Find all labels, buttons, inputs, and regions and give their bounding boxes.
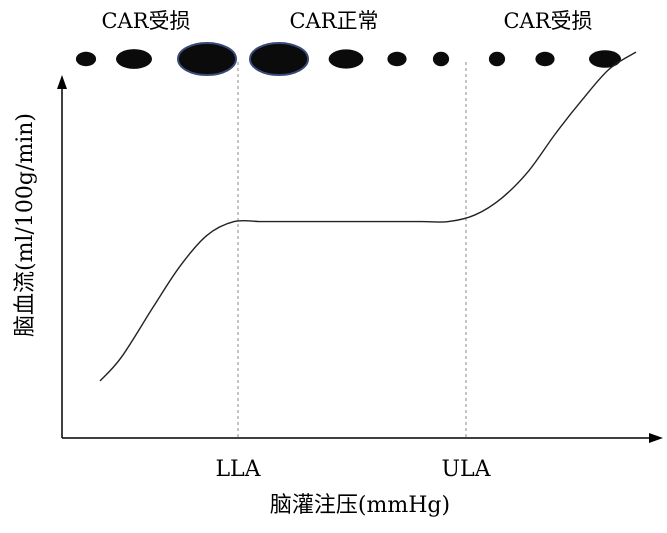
vessel-ellipse [177, 42, 237, 76]
x-axis-arrow [649, 433, 663, 443]
vessel-ellipse [589, 50, 621, 68]
vessel-row [75, 42, 621, 76]
threshold-markers: LLA ULA [215, 62, 492, 482]
curve-layer [99, 51, 637, 382]
vessel-ellipse [488, 51, 506, 67]
marker-label-ula: ULA [441, 457, 491, 482]
marker-label-lla: LLA [215, 457, 261, 482]
vessel-ellipse [75, 51, 97, 67]
vessel-ellipse [116, 49, 152, 69]
region-label: CAR正常 [289, 9, 378, 33]
vessel-ellipse [328, 49, 364, 69]
region-label: CAR受损 [503, 9, 592, 33]
vessel-ellipse [535, 51, 555, 67]
vessel-ellipse [249, 42, 309, 76]
y-axis-label: 脑血流(ml/100g/min) [13, 113, 38, 337]
vessel-ellipse [432, 51, 450, 67]
cbf-curve [99, 51, 637, 382]
vessel-ellipse [387, 51, 407, 67]
region-label: CAR受损 [101, 9, 190, 33]
region-labels: CAR受损 CAR正常 CAR受损 [101, 9, 592, 33]
x-axis-label: 脑灌注压(mmHg) [270, 493, 450, 518]
y-axis-arrow [57, 75, 67, 89]
axes [57, 75, 663, 443]
